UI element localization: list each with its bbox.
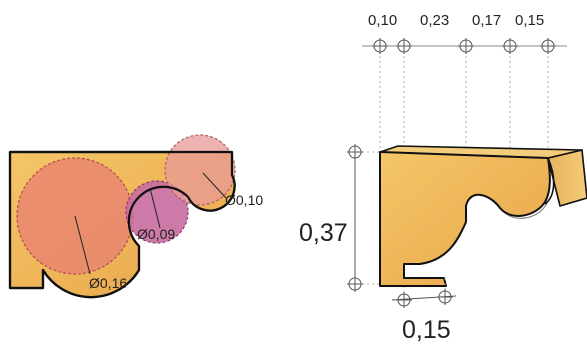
dim-top-1: 0,10 (368, 12, 397, 29)
label-diameter-large: Ø0,16 (89, 275, 127, 291)
profile-arc-mid (127, 185, 189, 247)
top-markers (372, 38, 556, 54)
profile-diagram: Ø0,16 Ø0,09 Ø0,10 (8, 134, 263, 299)
height-markers (347, 144, 363, 292)
dim-top-3: 0,17 (472, 12, 501, 29)
bottom-markers (396, 289, 453, 308)
label-diameter-small: Ø0,10 (225, 192, 263, 208)
dim-height: 0,37 (299, 219, 348, 247)
bracket-diagram: 0,10 0,23 0,17 0,15 0,37 0,15 (299, 12, 587, 344)
dim-top-2: 0,23 (420, 12, 449, 29)
dim-bottom: 0,15 (402, 316, 451, 344)
bracket-front-face (379, 151, 551, 287)
label-diameter-medium: Ø0,09 (137, 226, 175, 242)
profile-outline (8, 150, 236, 299)
circle-medium (125, 180, 189, 244)
dim-top-4: 0,15 (515, 12, 544, 29)
